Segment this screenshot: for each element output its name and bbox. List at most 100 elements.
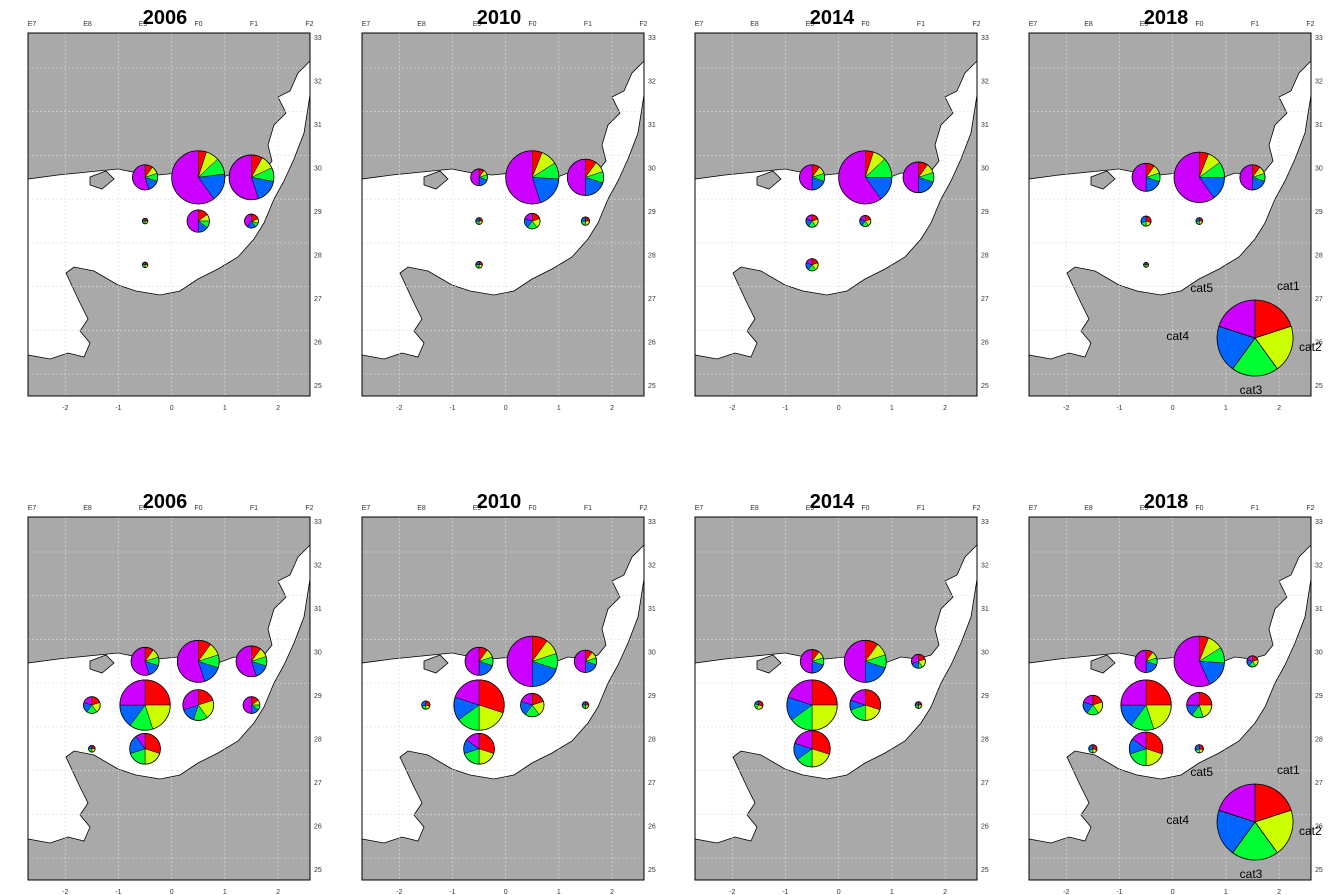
right-axis-label: 27 [648,296,656,303]
station-pie-outline [580,216,591,226]
station-pie-outline [244,213,259,229]
station-pie-outline [1173,151,1225,203]
top-axis-label: F2 [639,505,647,512]
england-coast [361,32,645,180]
station-pie-outline [453,679,505,731]
right-axis-label: 26 [1315,824,1323,831]
right-axis-label: 32 [648,79,656,86]
legend-label-cat4: cat4 [1166,329,1189,343]
right-axis-label: 28 [314,253,322,260]
station-pie [119,679,171,731]
station-pie-outline [130,646,160,676]
station-pie [505,150,560,205]
right-axis-label: 30 [314,650,322,657]
station-pie [244,213,259,229]
top-axis-label: E7 [28,21,37,28]
legend-slice-cat1 [1254,783,1292,823]
station-pie-outline [132,164,159,191]
right-axis-label: 28 [981,253,989,260]
panel-title: 2014 [810,7,855,29]
right-axis-label: 31 [1315,606,1323,613]
station-pie-outline [83,696,101,714]
right-axis-label: 27 [314,296,322,303]
station-pie [1120,679,1172,731]
top-axis-label: F1 [917,21,925,28]
top-axis-label: F0 [861,21,869,28]
station-pie-outline [1082,694,1104,716]
england-coast [1028,516,1312,664]
legend-slice-cat1 [1254,299,1292,339]
station-pie [1143,261,1149,268]
bottom-axis-label: 2 [610,405,614,412]
station-pie-outline [1120,679,1172,731]
station-pie-outline [799,649,825,674]
isle-of-wight [89,170,115,190]
bottom-axis-label: 2 [276,405,280,412]
grid [695,517,977,880]
panel-frame [1028,516,1312,881]
station-pie [141,217,149,225]
right-axis-label: 26 [1315,340,1323,347]
station-pie-outline [805,214,819,228]
station-pie [475,217,483,225]
grid [362,517,644,880]
station-pie-outline [573,649,598,673]
station-pie-outline [470,168,488,187]
right-axis-label: 33 [648,519,656,526]
isle-of-wight [1090,170,1116,190]
legend-slice-cat3 [1232,337,1278,377]
right-axis-label: 30 [1315,650,1323,657]
right-axis-label: 32 [1315,563,1323,570]
grid [362,33,644,396]
top-axis-label: E9 [1140,505,1149,512]
bottom-axis-label: -2 [729,889,735,895]
station-pie [843,639,887,683]
top-axis-label: F1 [1251,21,1259,28]
station-pie-outline [1088,744,1098,754]
panel-title: 2010 [477,7,522,29]
station-pies [421,635,598,765]
panel-title: 2010 [477,491,522,513]
station-pie-outline [838,150,893,205]
station-pie [1173,151,1225,203]
station-pie-outline [581,701,590,709]
station-pie-outline [1128,731,1164,766]
station-pie [1134,649,1158,673]
bottom-axis-label: -1 [782,889,788,895]
panel-title: 2006 [143,7,188,29]
legend: cat1 cat2 cat3 cat4 cat5 [1166,763,1322,881]
right-axis-label: 31 [981,606,989,613]
station-pie-outline [171,150,226,205]
right-axis-label: 33 [1315,519,1323,526]
right-axis-label: 27 [981,296,989,303]
right-axis-label: 26 [314,340,322,347]
station-pie-outline [524,212,541,230]
panel-frame [27,32,311,397]
station-pies [83,639,268,765]
station-pies [132,150,275,268]
england-coast [27,32,311,180]
bottom-axis-label: 1 [1224,889,1228,895]
station-pie [1186,692,1213,719]
bottom-axis-label: 1 [223,405,227,412]
station-pie [475,261,483,269]
france-coast [27,94,311,397]
top-axis-label: E8 [417,505,426,512]
right-axis-label: 32 [314,79,322,86]
station-pie-outline [754,700,764,710]
bottom-axis-label: 0 [837,405,841,412]
station-pie-outline [1195,217,1204,225]
right-axis-label: 27 [648,780,656,787]
station-pie [506,635,558,687]
bottom-axis-label: -2 [729,405,735,412]
top-axis-label: E9 [806,505,815,512]
station-pie-outline [88,745,96,753]
station-pie-outline [566,158,605,196]
panel-frame [27,516,311,881]
right-axis-label: 31 [648,606,656,613]
right-axis-label: 26 [981,340,989,347]
